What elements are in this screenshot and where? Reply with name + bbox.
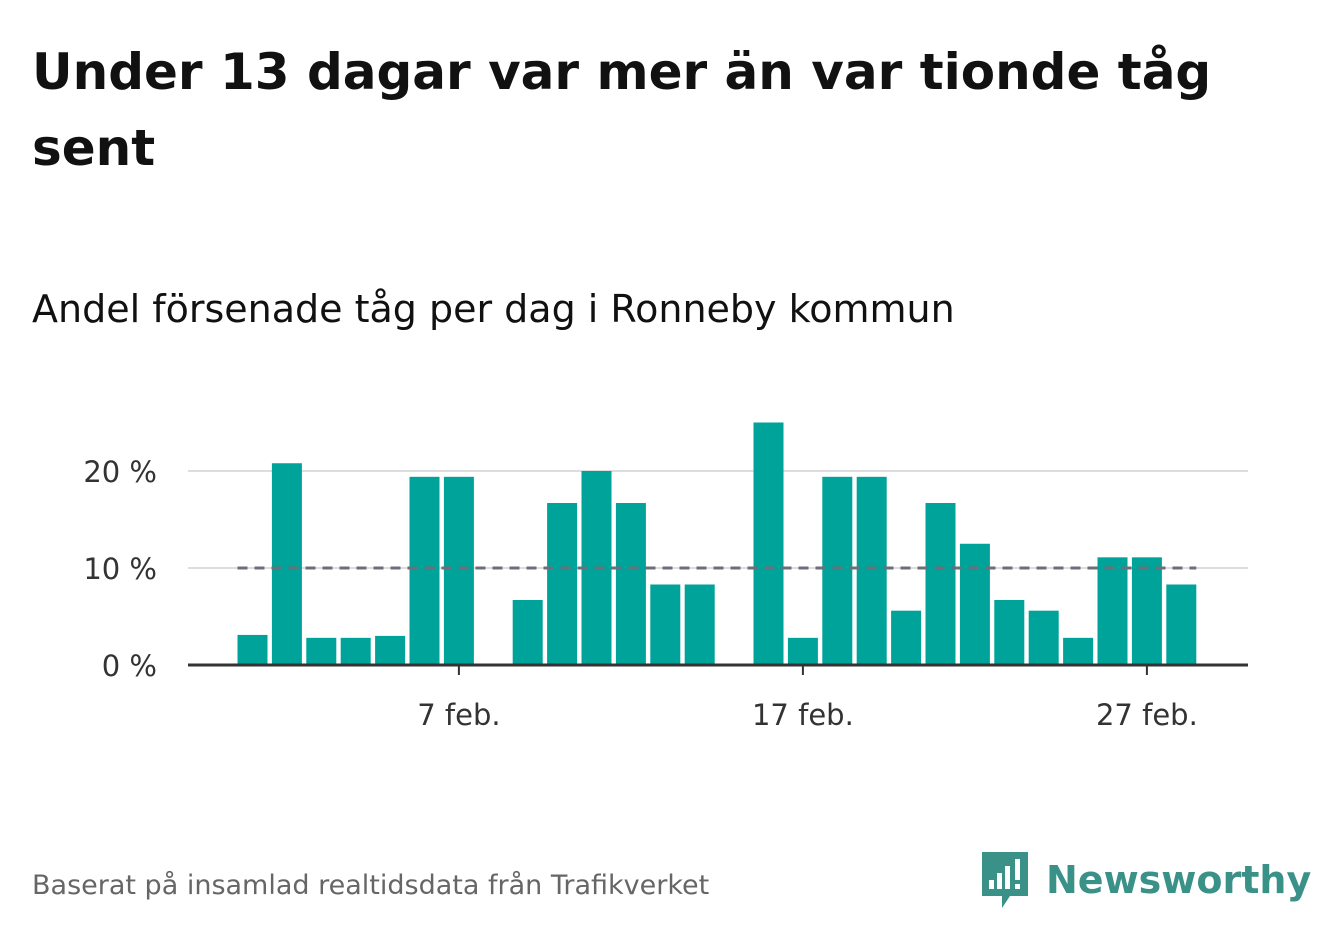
bar [237, 634, 268, 665]
bar [822, 476, 853, 665]
bar [856, 476, 887, 665]
bar-chart-speech-bubble-icon [982, 852, 1028, 908]
chart-title: Under 13 dagar var mer än var tionde tåg… [32, 43, 1212, 177]
bar [1063, 637, 1094, 665]
x-axis-labels: 7 feb. 17 feb. 27 feb. [417, 698, 1198, 732]
bar [959, 543, 990, 665]
bar [375, 635, 406, 665]
bar [443, 476, 474, 665]
bar [1131, 557, 1162, 665]
y-axis-labels: 0 % 10 % 20 % [83, 455, 157, 683]
y-tick-label: 20 % [83, 455, 157, 489]
chart-subtitle: Andel försenade tåg per dag i Ronneby ko… [32, 287, 955, 331]
bar [1166, 584, 1197, 665]
gridlines [188, 470, 1248, 569]
bar [753, 422, 784, 665]
source-note: Baserat på insamlad realtidsdata från Tr… [32, 870, 710, 901]
y-tick-label: 10 % [83, 552, 157, 586]
bar [925, 503, 956, 665]
bar [994, 600, 1025, 665]
bar [684, 584, 715, 665]
bar [891, 610, 922, 665]
bar [787, 637, 818, 665]
bar [409, 476, 440, 665]
brand-name: Newsworthy [1046, 858, 1312, 902]
brand[interactable]: Newsworthy [980, 850, 1311, 910]
x-tick-label: 7 feb. [417, 698, 500, 732]
bar [1097, 557, 1128, 665]
y-tick-label: 0 % [102, 649, 157, 683]
bar [1028, 610, 1059, 665]
bar [340, 637, 371, 665]
bar [306, 637, 337, 665]
bars [237, 422, 1197, 665]
bar [547, 503, 578, 665]
bar-chart: 0 % 10 % 20 % 7 feb. 17 feb. 27 feb. [83, 422, 1248, 732]
bar [615, 503, 646, 665]
bar [271, 463, 302, 665]
bar [512, 600, 543, 665]
x-axis [188, 663, 1248, 675]
x-tick-label: 17 feb. [752, 698, 854, 732]
bar [650, 584, 681, 665]
x-tick-label: 27 feb. [1096, 698, 1198, 732]
